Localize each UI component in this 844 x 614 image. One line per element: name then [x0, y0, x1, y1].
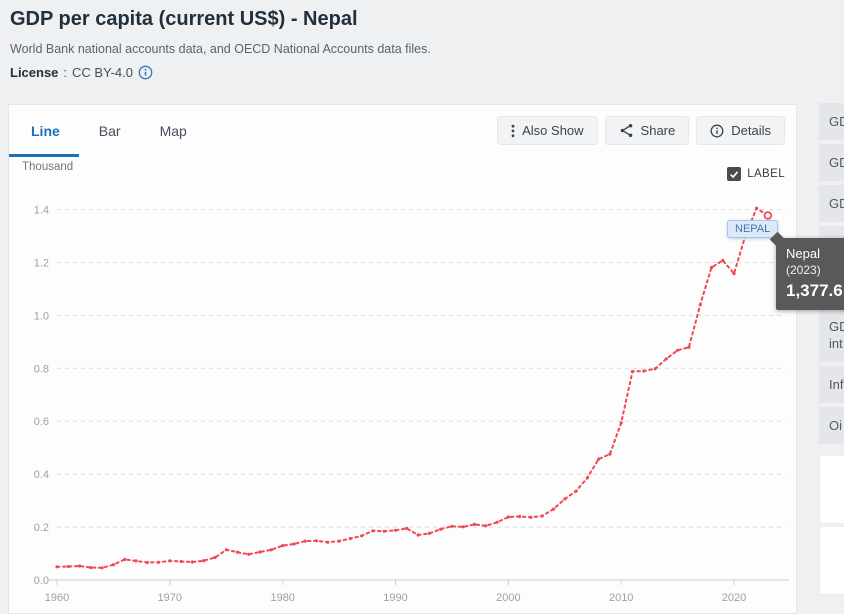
- indicator-thumbnail-card[interactable]: [819, 526, 844, 595]
- chart-actions: Also Show Share Details: [497, 116, 785, 145]
- license-separator: :: [63, 65, 68, 80]
- related-indicator-item[interactable]: GD: [819, 185, 844, 222]
- active-tab-indicator: [9, 154, 79, 157]
- tab-line[interactable]: Line: [31, 123, 60, 139]
- svg-text:1990: 1990: [383, 592, 407, 604]
- license-value: CC BY-4.0: [72, 65, 133, 80]
- svg-text:1970: 1970: [158, 592, 182, 604]
- related-indicator-item[interactable]: GD int: [819, 308, 844, 362]
- svg-text:1.2: 1.2: [34, 258, 49, 270]
- tab-map[interactable]: Map: [159, 123, 187, 139]
- gdp-line-chart[interactable]: 1.4 1.2 1.0 0.8 0.6 0.4 0.2 0.0 1960 1970 1980 1990…: [9, 157, 798, 614]
- checkbox-checked-icon: [727, 167, 742, 181]
- related-indicator-item[interactable]: Oi: [819, 407, 844, 444]
- tooltip-value: 1,377.6: [786, 281, 843, 300]
- series-label-badge[interactable]: NEPAL: [727, 220, 779, 238]
- label-checkbox-text: LABEL: [747, 168, 785, 180]
- svg-text:0.2: 0.2: [34, 522, 49, 534]
- also-show-button[interactable]: Also Show: [497, 116, 598, 145]
- info-icon: [710, 124, 724, 138]
- svg-text:0.6: 0.6: [34, 416, 49, 428]
- tooltip-year: (2023): [786, 263, 821, 277]
- indicator-thumbnail-card[interactable]: [819, 455, 844, 524]
- chart-tooltip: Nepal (2023) 1,377.6: [776, 238, 844, 310]
- label-checkbox[interactable]: LABEL: [727, 167, 785, 181]
- tab-bar[interactable]: Bar: [98, 123, 121, 139]
- details-button[interactable]: Details: [696, 116, 785, 145]
- page-title: GDP per capita (current US$) - Nepal: [10, 8, 358, 30]
- svg-text:2020: 2020: [722, 592, 746, 604]
- svg-text:0.8: 0.8: [34, 363, 49, 375]
- related-indicators-panel: GDGDGDGDGDGDintInfOi: [819, 103, 844, 597]
- license-row: License : CC BY-4.0: [10, 65, 790, 80]
- kebab-menu-icon: [511, 124, 515, 138]
- tooltip-country: Nepal: [786, 246, 820, 261]
- chart-plot-area[interactable]: 1.4 1.2 1.0 0.8 0.6 0.4 0.2 0.0 1960 1970 1980 1990…: [9, 157, 844, 614]
- y-axis-unit-label: Thousand: [22, 161, 74, 173]
- details-label: Details: [731, 123, 771, 138]
- chart-toolbar: Line Bar Map Also Show Share: [9, 105, 796, 157]
- indicator-thumbnails: [819, 455, 844, 595]
- license-info-icon[interactable]: [138, 65, 153, 80]
- svg-text:1980: 1980: [270, 592, 294, 604]
- svg-text:1.4: 1.4: [34, 205, 49, 217]
- chart-card: Line Bar Map Also Show Share: [8, 104, 844, 614]
- svg-text:0.4: 0.4: [34, 469, 49, 481]
- page-header: GDP per capita (current US$) - Nepal Wor…: [10, 6, 790, 80]
- license-label: License: [10, 65, 59, 80]
- related-indicator-item[interactable]: Inf: [819, 366, 844, 403]
- svg-text:1960: 1960: [45, 592, 69, 604]
- svg-text:0.0: 0.0: [34, 575, 49, 587]
- share-icon: [619, 123, 634, 138]
- also-show-label: Also Show: [522, 123, 584, 138]
- svg-text:2000: 2000: [496, 592, 520, 604]
- related-indicator-item[interactable]: GD: [819, 103, 844, 140]
- share-button[interactable]: Share: [604, 116, 690, 145]
- chart-type-tabs: Line Bar Map: [31, 105, 187, 157]
- svg-text:2010: 2010: [609, 592, 633, 604]
- share-label: Share: [640, 123, 676, 138]
- related-indicator-item[interactable]: GD: [819, 144, 844, 181]
- page-subtitle: World Bank national accounts data, and O…: [10, 42, 431, 56]
- svg-text:1.0: 1.0: [34, 310, 49, 322]
